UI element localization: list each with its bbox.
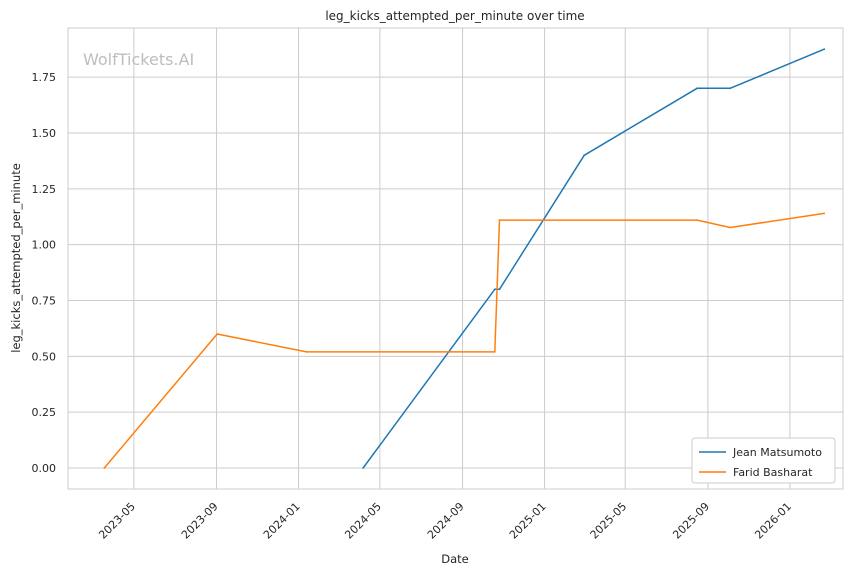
x-axis-ticks: 2023-05 2023-09 2024-01 2024-05 2024-09 2025-… bbox=[96, 500, 794, 542]
x-tick-label: 2023-09 bbox=[179, 500, 221, 542]
y-axis-label: leg_kicks_attempted_per_minute bbox=[9, 163, 23, 353]
data-point-jean-matsumoto bbox=[493, 288, 496, 291]
x-tick-label: 2024-05 bbox=[342, 500, 384, 542]
legend: Jean Matsumoto Farid Basharat bbox=[691, 437, 836, 484]
y-axis-ticks: 0.00 0.25 0.50 0.75 1.00 1.25 1.50 1.75 bbox=[32, 71, 57, 475]
x-tick-label: 2025-01 bbox=[507, 500, 549, 542]
legend-box bbox=[691, 437, 836, 484]
legend-label-farid-basharat: Farid Basharat bbox=[733, 466, 813, 479]
x-axis-label: Date bbox=[441, 552, 469, 566]
data-point-farid-basharat bbox=[729, 226, 731, 229]
data-point-jean-matsumoto bbox=[729, 87, 731, 90]
series-layer bbox=[103, 48, 826, 469]
x-tick-label: 2025-05 bbox=[588, 500, 630, 542]
legend-label-jean-matsumoto: Jean Matsumoto bbox=[732, 446, 822, 459]
x-tick-label: 2025-09 bbox=[670, 500, 712, 542]
y-tick-label: 0.75 bbox=[32, 294, 57, 307]
grid bbox=[68, 28, 843, 489]
data-point-farid-basharat bbox=[103, 467, 106, 469]
series-line-farid-basharat bbox=[103, 212, 825, 469]
x-tick-label: 2026-01 bbox=[752, 500, 794, 542]
y-tick-label: 0.00 bbox=[32, 462, 57, 475]
data-point-jean-matsumoto bbox=[498, 288, 501, 291]
data-point-farid-basharat bbox=[216, 333, 219, 335]
data-point-farid-basharat bbox=[305, 351, 308, 353]
y-tick-label: 0.50 bbox=[32, 350, 57, 363]
data-point-jean-matsumoto bbox=[823, 48, 826, 51]
y-tick-label: 1.50 bbox=[32, 127, 57, 140]
plot-area bbox=[67, 27, 844, 490]
data-point-jean-matsumoto bbox=[362, 467, 364, 469]
chart-title: leg_kicks_attempted_per_minute over time bbox=[325, 9, 584, 23]
watermark: WolfTickets.AI bbox=[83, 50, 194, 69]
data-point-farid-basharat bbox=[823, 212, 826, 215]
data-point-farid-basharat bbox=[696, 219, 698, 222]
y-tick-label: 1.00 bbox=[32, 239, 57, 252]
x-tick-label: 2024-09 bbox=[425, 500, 467, 542]
y-tick-label: 0.25 bbox=[32, 406, 57, 419]
x-tick-label: 2024-01 bbox=[261, 500, 303, 542]
x-tick-label: 2023-05 bbox=[96, 500, 138, 542]
y-tick-label: 1.25 bbox=[32, 183, 57, 196]
data-point-jean-matsumoto bbox=[583, 154, 586, 157]
y-tick-label: 1.75 bbox=[32, 71, 57, 84]
data-point-farid-basharat bbox=[498, 219, 501, 222]
data-point-jean-matsumoto bbox=[696, 87, 698, 90]
data-point-farid-basharat bbox=[493, 351, 496, 353]
